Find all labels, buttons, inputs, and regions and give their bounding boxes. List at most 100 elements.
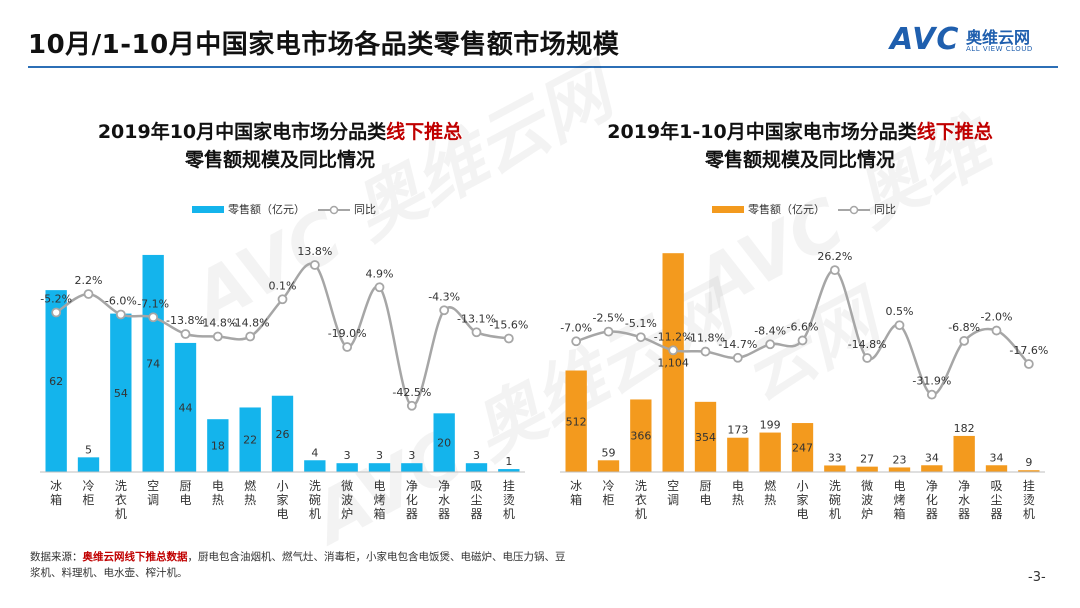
legend-bar-swatch — [192, 206, 224, 213]
yoy-marker — [342, 342, 353, 352]
category-label: 微波炉 — [861, 479, 873, 521]
yoy-marker — [83, 289, 94, 299]
bar — [174, 342, 197, 472]
bar-series — [45, 254, 520, 472]
yoy-marker — [148, 312, 159, 323]
yoy-marker — [471, 327, 482, 338]
bar-value-label: 3 — [344, 449, 351, 462]
bar — [368, 463, 391, 472]
bar-value-label: 247 — [792, 442, 813, 455]
bar — [565, 370, 587, 472]
bar — [856, 466, 878, 472]
page-number: -3- — [1028, 570, 1046, 585]
category-label: 燃热 — [244, 478, 256, 507]
yoy-marker — [765, 339, 776, 350]
yoy-line — [575, 268, 1030, 396]
yoy-marker — [959, 335, 970, 346]
yoy-line — [55, 262, 510, 408]
bar — [662, 253, 684, 472]
bar-value-labels: 62 5 54 74 44 18 22 26 4 3 3 3 20 3 1 — [49, 357, 512, 468]
category-label: 冷柜 — [602, 479, 614, 507]
footnote: 数据来源：奥维云网线下推总数据，厨电包含油烟机、燃气灶、消毒柜，小家电包含电饭煲… — [30, 549, 570, 581]
yoy-marker — [406, 400, 417, 411]
yoy-label: 2.2% — [75, 274, 103, 287]
yoy-label: -2.5% — [593, 312, 625, 325]
category-label: 吸尘器 — [990, 479, 1002, 521]
yoy-label: 13.8% — [297, 245, 332, 258]
yoy-marker — [503, 333, 514, 344]
yoy-label: -11.8% — [686, 332, 725, 345]
yoy-marker — [571, 336, 582, 347]
category-label: 燃热 — [764, 478, 776, 507]
yoy-marker — [439, 305, 450, 316]
category-label: 厨电 — [699, 479, 711, 507]
logo-en: ALL VIEW CLOUD — [966, 45, 1033, 53]
category-label: 厨电 — [179, 479, 191, 507]
yoy-label: -6.8% — [948, 321, 980, 334]
yoy-marker — [180, 329, 191, 339]
yoy-markers — [571, 265, 1034, 400]
chart-legend: 零售额（亿元） 同比 — [712, 202, 896, 216]
bar-value-label: 1 — [505, 455, 512, 468]
bar — [45, 290, 67, 472]
bar — [401, 463, 423, 472]
logo-cn: 奥维云网 — [966, 28, 1031, 47]
yoy-label: -14.8% — [848, 338, 887, 351]
bar-series — [565, 253, 1040, 472]
category-label: 冰箱 — [50, 479, 62, 507]
yoy-label: 4.9% — [366, 267, 394, 280]
bar-value-label: 74 — [146, 357, 160, 370]
yoy-label: -6.0% — [105, 295, 137, 308]
yoy-label: -42.5% — [392, 386, 431, 399]
chart-title-line2: 零售额规模及同比情况 — [704, 149, 895, 171]
yoy-marker — [115, 309, 126, 320]
legend-bar-swatch — [712, 206, 744, 213]
bar — [433, 413, 455, 472]
bar-value-label: 23 — [893, 453, 907, 466]
bar — [824, 465, 846, 472]
bar-value-label: 26 — [276, 428, 290, 441]
yoy-label: -15.6% — [489, 319, 528, 332]
category-label: 挂烫机 — [1023, 479, 1035, 521]
yoy-label: -13.1% — [457, 312, 496, 325]
category-label: 挂烫机 — [503, 479, 515, 521]
yoy-label: -7.1% — [137, 297, 169, 310]
chart-title-line1: 2019年1-10月中国家电市场分品类 — [607, 121, 917, 143]
bar — [207, 419, 229, 472]
bar-value-label: 3 — [408, 449, 415, 462]
category-label: 净化器 — [406, 479, 418, 521]
yoy-marker — [635, 332, 646, 343]
yoy-label: -11.2% — [654, 330, 693, 343]
yoy-marker — [1023, 359, 1034, 369]
yoy-label: 0.5% — [886, 305, 914, 318]
legend-bar-label: 零售额（亿元） — [748, 202, 825, 216]
category-label: 小家电 — [276, 479, 288, 521]
bar — [888, 467, 911, 472]
category-label: 洗碗机 — [309, 479, 321, 521]
chart-title: 2019年1-10月中国家电市场分品类线下推总 零售额规模及同比情况 — [540, 118, 1060, 174]
yoy-marker — [668, 345, 679, 356]
category-label: 电烤箱 — [893, 479, 905, 521]
yoy-label: -6.6% — [787, 320, 819, 333]
yoy-marker — [700, 346, 711, 357]
legend-bar-label: 零售额（亿元） — [228, 202, 305, 216]
bar-value-label: 20 — [437, 437, 451, 450]
bar-value-labels: 512 59 366 1,104 354 173 199 247 33 27 23 34 182 34 9 — [566, 357, 1033, 470]
yoy-marker — [277, 294, 288, 305]
yoy-label: -5.2% — [40, 293, 72, 306]
bar — [239, 407, 261, 472]
legend-line-label: 同比 — [874, 203, 896, 216]
category-label: 吸尘器 — [470, 479, 482, 521]
footnote-source: 奥维云网线下推总数据 — [82, 551, 188, 563]
bar — [630, 399, 652, 472]
bar — [921, 465, 943, 472]
bar-value-label: 4 — [311, 446, 318, 459]
chart-title: 2019年10月中国家电市场分品类线下推总 零售额规模及同比情况 — [20, 118, 540, 174]
category-label: 洗衣机 — [115, 479, 127, 521]
legend-line-marker — [329, 205, 339, 215]
category-label: 微波炉 — [341, 479, 353, 521]
chart-title-highlight: 线下推总 — [386, 121, 463, 143]
yoy-label: -8.4% — [754, 324, 786, 337]
bar-value-label: 33 — [828, 451, 842, 464]
